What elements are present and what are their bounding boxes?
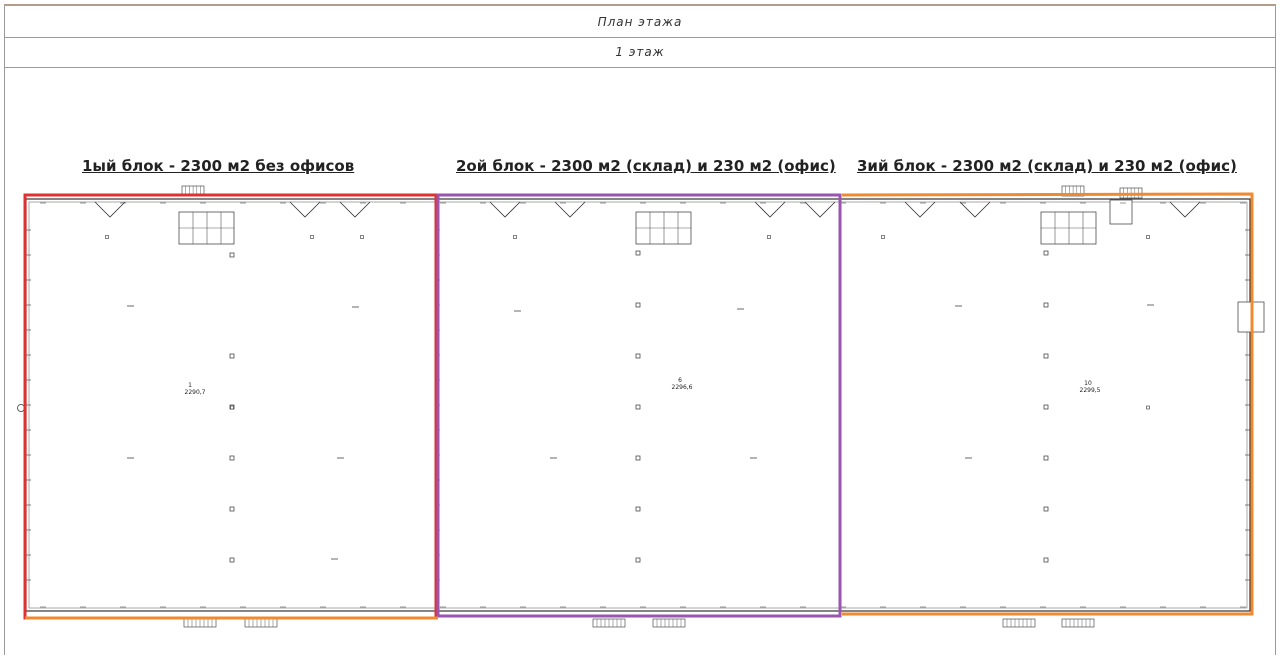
column [1146, 405, 1150, 410]
column [767, 235, 771, 239]
stairs [181, 185, 1143, 628]
dock-gate [1169, 201, 1201, 218]
column [229, 455, 235, 461]
column [635, 302, 641, 308]
column [635, 404, 641, 410]
column [360, 235, 364, 239]
room-1-area: 2290,7 [185, 389, 206, 396]
column [1146, 235, 1150, 239]
column [881, 235, 885, 239]
column [635, 506, 641, 512]
dock-gate [959, 201, 991, 218]
drawing-frame [4, 67, 1276, 655]
column [635, 557, 641, 563]
column [310, 235, 314, 239]
block-2-title: 2ой блок - 2300 м2 (склад) и 230 м2 (офи… [456, 157, 836, 175]
room-10-number: 10 [1084, 380, 1092, 387]
block-3-title: 3ий блок - 2300 м2 (склад) и 230 м2 (офи… [857, 157, 1237, 175]
column [229, 252, 235, 258]
column [1043, 302, 1049, 308]
column [513, 235, 517, 239]
office-box [1109, 199, 1133, 225]
column [229, 353, 235, 359]
block-1-title: 1ый блок - 2300 м2 без офисов [82, 157, 355, 175]
column [105, 235, 109, 239]
plan-title: План этажа [597, 15, 683, 29]
block-2-outline [436, 193, 842, 618]
column [1043, 506, 1049, 512]
dock-gate [339, 201, 371, 218]
column [1043, 455, 1049, 461]
room-6-number: 6 [678, 377, 682, 384]
column [229, 557, 235, 563]
column [635, 455, 641, 461]
room-10-area: 2299,5 [1080, 387, 1101, 394]
dock-gate [289, 201, 321, 218]
dock-gate [804, 201, 836, 218]
dock-gate [904, 201, 936, 218]
column [230, 405, 234, 410]
room-6-area: 2296,6 [672, 384, 693, 391]
left-wall-marker [17, 404, 25, 412]
loading-gates [94, 201, 1201, 218]
dock-gate [554, 201, 586, 218]
column [635, 250, 641, 256]
floor-label: 1 этаж [615, 45, 665, 59]
column [1043, 250, 1049, 256]
dock-gate [94, 201, 126, 218]
column [1043, 353, 1049, 359]
dock-gate [489, 201, 521, 218]
column [1043, 557, 1049, 563]
column [635, 353, 641, 359]
block-3-outline [841, 192, 1254, 616]
columns [105, 235, 1150, 563]
column [1043, 404, 1049, 410]
column [229, 506, 235, 512]
floor-bar: 1 этаж [4, 37, 1276, 68]
room-1-number: 1 [188, 382, 192, 389]
dock-gate [754, 201, 786, 218]
dimension-marks [40, 202, 1246, 608]
sanitary-rooms [178, 199, 1133, 245]
